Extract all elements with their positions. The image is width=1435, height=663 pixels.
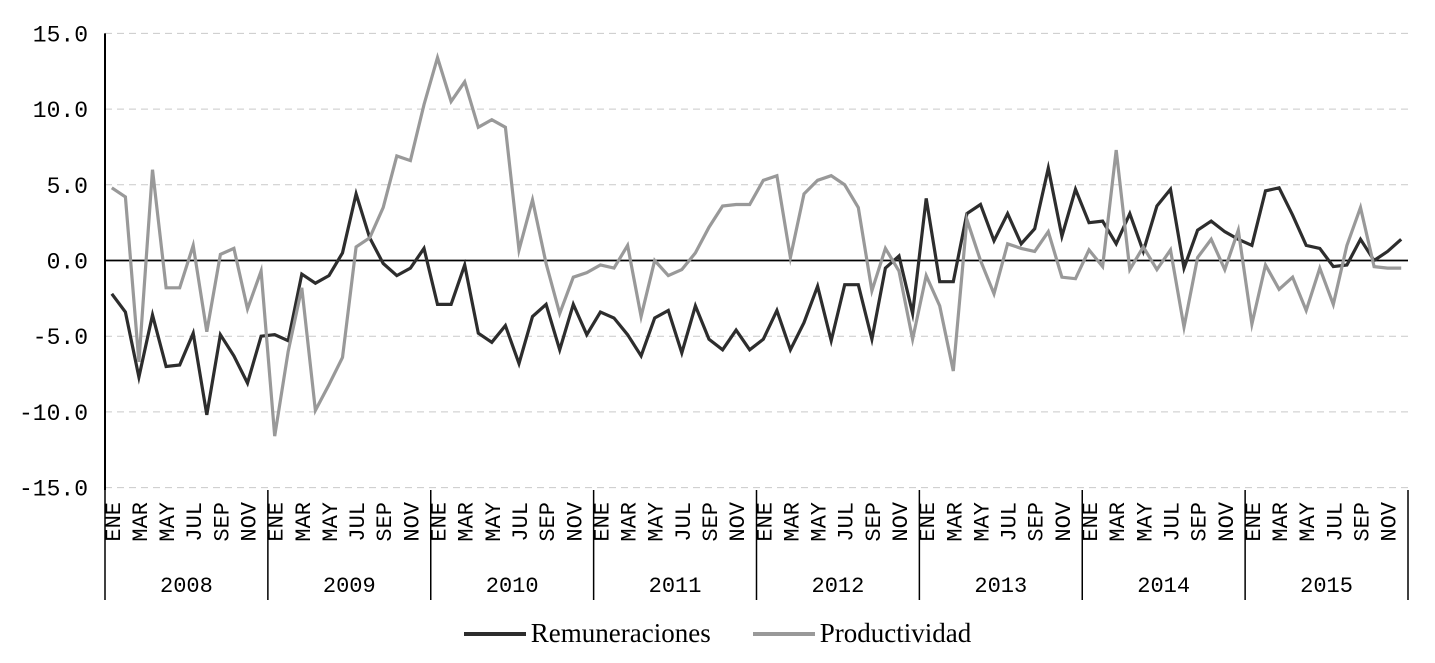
month-tick-label: MAR [618,502,643,542]
legend: Remuneraciones Productividad [0,620,1435,647]
month-tick-label: ENE [916,502,941,542]
month-tick-label: ENE [753,502,778,542]
month-tick-label: MAY [1133,502,1158,542]
legend-item-remuneraciones: Remuneraciones [463,618,711,648]
month-tick-label: SEP [1025,502,1050,542]
month-tick-label: SEP [373,502,398,542]
month-tick-label: MAY [482,502,507,542]
y-tick-label: -15.0 [19,477,88,503]
y-tick-label: 10.0 [33,98,88,124]
year-label: 2013 [974,574,1027,599]
month-tick-label: NOV [1378,501,1403,541]
legend-item-productividad: Productividad [752,618,972,648]
month-tick-label: NOV [1052,501,1077,541]
month-tick-label: MAR [1106,502,1131,542]
legend-label-remuneraciones: Remuneraciones [530,618,711,648]
y-tick-label: 5.0 [47,174,88,200]
month-tick-label: NOV [726,501,751,541]
month-tick-label: JUL [1323,502,1348,542]
month-tick-label: SEP [1350,502,1375,542]
month-tick-label: MAY [319,502,344,542]
legend-label-productividad: Productividad [819,618,972,648]
month-tick-label: JUL [672,502,697,542]
year-label: 2014 [1137,574,1190,599]
month-tick-label: ENE [1242,502,1267,542]
month-tick-label: MAY [645,502,670,542]
month-tick-label: NOV [563,501,588,541]
month-tick-label: JUL [835,502,860,542]
y-tick-label: 0.0 [47,250,88,276]
month-tick-label: MAY [156,502,181,542]
month-tick-label: MAR [129,502,154,542]
productividad-line [110,52,1402,437]
month-tick-label: MAY [970,502,995,542]
productividad-line-swatch [752,631,815,636]
remuneraciones-line [110,160,1403,416]
y-tick-label: -10.0 [19,401,88,427]
year-label: 2011 [649,574,702,599]
month-tick-label: MAY [808,502,833,542]
remuneraciones-line-swatch [463,631,526,636]
month-tick-label: JUL [183,502,208,542]
month-tick-label: SEP [1188,502,1213,542]
month-tick-label: JUL [509,502,534,542]
year-label: 2015 [1300,574,1353,599]
month-tick-label: NOV [889,501,914,541]
month-tick-label: SEP [699,502,724,542]
month-tick-label: SEP [536,502,561,542]
month-tick-label: SEP [210,502,235,542]
month-tick-label: SEP [862,502,887,542]
year-label: 2009 [323,574,376,599]
month-tick-label: JUL [1160,502,1185,542]
month-tick-label: MAY [1296,502,1321,542]
month-tick-label: MAR [943,502,968,542]
month-tick-label: NOV [238,501,263,541]
month-tick-label: MAR [455,502,480,542]
year-label: 2012 [812,574,865,599]
month-tick-label: JUL [998,502,1023,542]
year-label: 2008 [160,574,213,599]
year-label: 2010 [486,574,539,599]
month-tick-label: ENE [102,502,127,542]
month-tick-label: MAR [1269,502,1294,542]
month-tick-label: ENE [428,502,453,542]
month-tick-label: NOV [1215,501,1240,541]
month-tick-label: JUL [346,502,371,542]
y-tick-label: 15.0 [33,22,88,48]
y-tick-label: -5.0 [33,325,88,351]
month-tick-label: ENE [1079,502,1104,542]
month-tick-label: MAR [780,502,805,542]
month-tick-label: MAR [292,502,317,542]
month-tick-label: NOV [400,501,425,541]
month-tick-label: ENE [265,502,290,542]
month-tick-label: ENE [590,502,615,542]
